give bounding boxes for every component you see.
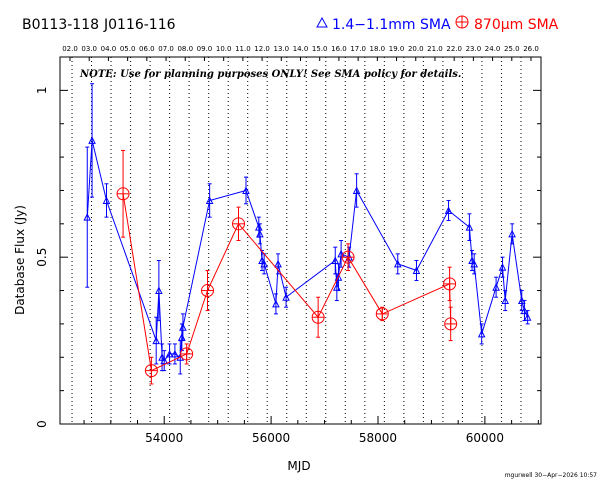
- data-point: [498, 263, 507, 271]
- data-point: [260, 259, 268, 268]
- top-axis-year-label: 23.0: [466, 45, 482, 53]
- top-axis-year-label: 14.0: [293, 45, 309, 53]
- data-point: [331, 256, 340, 265]
- data-point: [523, 313, 532, 321]
- top-axis-year-label: 16.0: [331, 45, 347, 53]
- x-tick-label: 60000: [466, 431, 504, 445]
- source-name-alias: J0116-116: [103, 17, 176, 33]
- series-line: [122, 193, 452, 372]
- data-point: [492, 283, 500, 291]
- y-tick-label: 1: [35, 87, 49, 95]
- data-point: [412, 266, 421, 275]
- legend-circle-plus-icon: [455, 15, 469, 29]
- x-tick-label: 56000: [252, 431, 290, 445]
- data-point: [152, 336, 161, 345]
- top-axis-year-label: 08.0: [177, 45, 193, 53]
- top-axis-year-label: 10.0: [216, 45, 232, 53]
- top-axis-year-label: 13.0: [273, 45, 289, 53]
- data-point: [477, 329, 486, 338]
- data-point: [165, 349, 174, 358]
- legend-triangle-icon: [316, 16, 328, 28]
- data-point: [468, 256, 476, 265]
- top-axis-year-label: 21.0: [427, 45, 443, 53]
- data-point: [508, 229, 516, 238]
- top-axis-year-label: 06.0: [139, 45, 155, 53]
- data-point: [352, 186, 361, 194]
- series-group: [116, 149, 458, 385]
- y-axis-label: Database Flux (Jy): [13, 205, 27, 315]
- data-point: [272, 299, 280, 308]
- data-point: [160, 356, 169, 365]
- legend-red-label: 870μm SMA: [474, 17, 559, 33]
- data-point: [179, 323, 187, 331]
- series-group: [83, 83, 532, 375]
- data-point: [393, 259, 402, 268]
- top-axis-year-label: 22.0: [446, 45, 462, 53]
- top-axis-year-label: 20.0: [408, 45, 424, 53]
- top-axis-year-label: 07.0: [158, 45, 174, 53]
- x-tick-label: 54000: [145, 431, 183, 445]
- data-point: [501, 296, 510, 305]
- data-point: [242, 186, 250, 194]
- data-point: [470, 259, 479, 268]
- credit-text: mgurwell 30−Apr−2026 10:57: [505, 472, 597, 479]
- data-point: [258, 256, 266, 265]
- top-axis-year-label: 05.0: [120, 45, 136, 53]
- data-point: [102, 196, 111, 204]
- top-axis-year-label: 03.0: [81, 45, 97, 53]
- data-point: [88, 136, 96, 144]
- top-axis-year-label: 12.0: [254, 45, 270, 53]
- data-point: [465, 223, 474, 231]
- top-axis-year-label: 02.0: [62, 45, 78, 53]
- data-point: [444, 206, 453, 214]
- data-point: [171, 349, 179, 358]
- data-point: [83, 213, 92, 221]
- top-axis-year-label: 11.0: [235, 45, 251, 53]
- top-axis-year-label: 19.0: [389, 45, 405, 53]
- top-axis-year-label: 18.0: [370, 45, 386, 53]
- data-point: [334, 273, 343, 281]
- top-axis-year-label: 09.0: [197, 45, 213, 53]
- top-axis-year-label: 25.0: [504, 45, 520, 53]
- top-axis-year-label: 15.0: [312, 45, 328, 53]
- data-point: [158, 353, 166, 361]
- y-tick-label: 0.5: [35, 248, 49, 267]
- data-point: [155, 286, 163, 295]
- top-axis-year-label: 24.0: [485, 45, 501, 53]
- data-point: [282, 293, 290, 301]
- top-axis-year-label: 26.0: [523, 45, 539, 53]
- source-name-primary: B0113-118: [22, 17, 99, 33]
- top-axis-year-label: 04.0: [101, 45, 117, 53]
- planning-note: NOTE: Use for planning purposes ONLY! Se…: [79, 69, 461, 80]
- legend: 1.4−1.1mm SMA 870μm SMA: [316, 15, 559, 33]
- top-axis-year-label: 17.0: [350, 45, 366, 53]
- x-axis-label: MJD: [287, 459, 310, 473]
- data-point: [274, 259, 282, 268]
- y-tick-label: 0: [35, 420, 49, 428]
- x-tick-label: 58000: [359, 431, 397, 445]
- series-line: [86, 140, 529, 362]
- plot-area: 02.0 03.0 04.0 05.0 06.0 07.0 08.0 09.0 10.0 11.0…: [35, 45, 542, 445]
- legend-blue-label: 1.4−1.1mm SMA: [332, 17, 451, 33]
- data-point: [205, 196, 214, 204]
- data-point: [256, 229, 264, 238]
